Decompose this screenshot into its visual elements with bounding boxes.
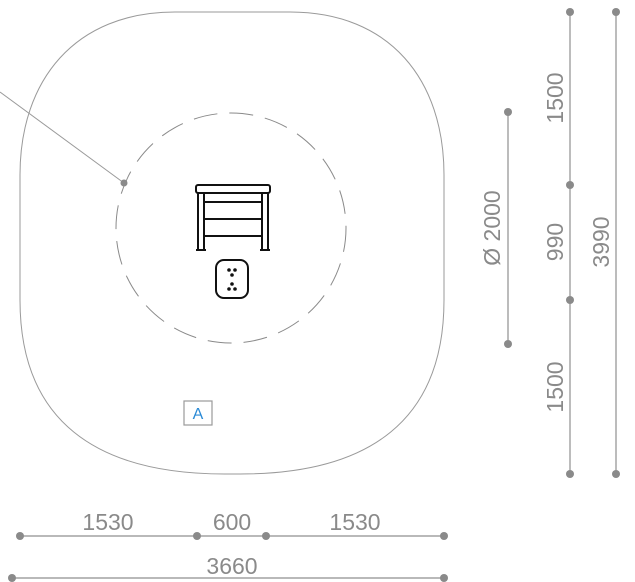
dim-bottom-left: 1530: [82, 509, 133, 535]
stepping-block-icon: [215, 259, 249, 299]
leader-line: [0, 91, 125, 184]
dim-bottom-right: 1530: [329, 509, 380, 535]
right-dimension-segments: 1500 990 1500: [542, 8, 574, 478]
safety-zone-outline: [19, 11, 445, 475]
dim-bottom-overall: 3660: [206, 553, 257, 579]
bottom-dimension-segments: 1530 600 1530: [16, 509, 448, 540]
free-space-circle: [115, 112, 347, 344]
dim-diameter: Ø 2000: [479, 190, 505, 265]
zone-marker-label: A: [193, 406, 204, 423]
diameter-dimension: Ø 2000: [479, 108, 512, 348]
zone-marker-a: A: [183, 400, 213, 426]
dim-right-middle: 990: [542, 223, 568, 261]
dim-bottom-middle: 600: [213, 509, 251, 535]
dim-right-top: 1500: [542, 72, 568, 123]
right-dimension-overall: 3990: [588, 8, 620, 478]
climbing-frame-icon: [195, 184, 271, 251]
dim-right-bottom: 1500: [542, 361, 568, 412]
bottom-dimension-overall: 3660: [8, 553, 448, 582]
dim-right-overall: 3990: [588, 216, 614, 267]
